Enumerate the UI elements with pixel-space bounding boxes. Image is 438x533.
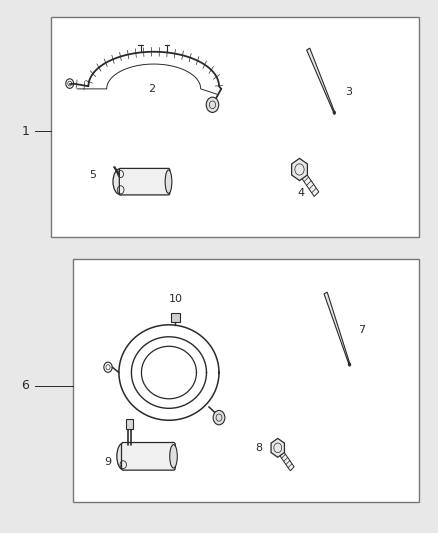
Bar: [51, 17, 419, 237]
Circle shape: [333, 111, 336, 114]
Ellipse shape: [165, 170, 172, 193]
Ellipse shape: [170, 445, 177, 468]
FancyBboxPatch shape: [121, 442, 175, 470]
Polygon shape: [276, 446, 294, 471]
FancyBboxPatch shape: [119, 168, 170, 195]
Ellipse shape: [117, 443, 130, 470]
Text: 7: 7: [358, 325, 365, 335]
Circle shape: [213, 410, 225, 425]
Text: 10: 10: [169, 294, 183, 304]
Polygon shape: [292, 158, 307, 181]
Text: 2: 2: [148, 84, 155, 94]
Ellipse shape: [113, 168, 128, 195]
Circle shape: [206, 97, 219, 112]
Text: 8: 8: [255, 443, 262, 453]
Polygon shape: [271, 439, 284, 457]
Text: 3: 3: [345, 86, 352, 96]
Text: 9: 9: [104, 457, 111, 466]
Text: 5: 5: [89, 171, 96, 180]
Bar: [126, 419, 133, 429]
Bar: [171, 313, 180, 321]
Polygon shape: [307, 48, 335, 113]
Bar: [73, 259, 419, 503]
Text: 1: 1: [21, 125, 29, 138]
Polygon shape: [324, 292, 350, 365]
Circle shape: [348, 363, 351, 366]
Text: 6: 6: [21, 379, 29, 392]
Text: 4: 4: [297, 188, 304, 198]
Polygon shape: [297, 167, 319, 197]
